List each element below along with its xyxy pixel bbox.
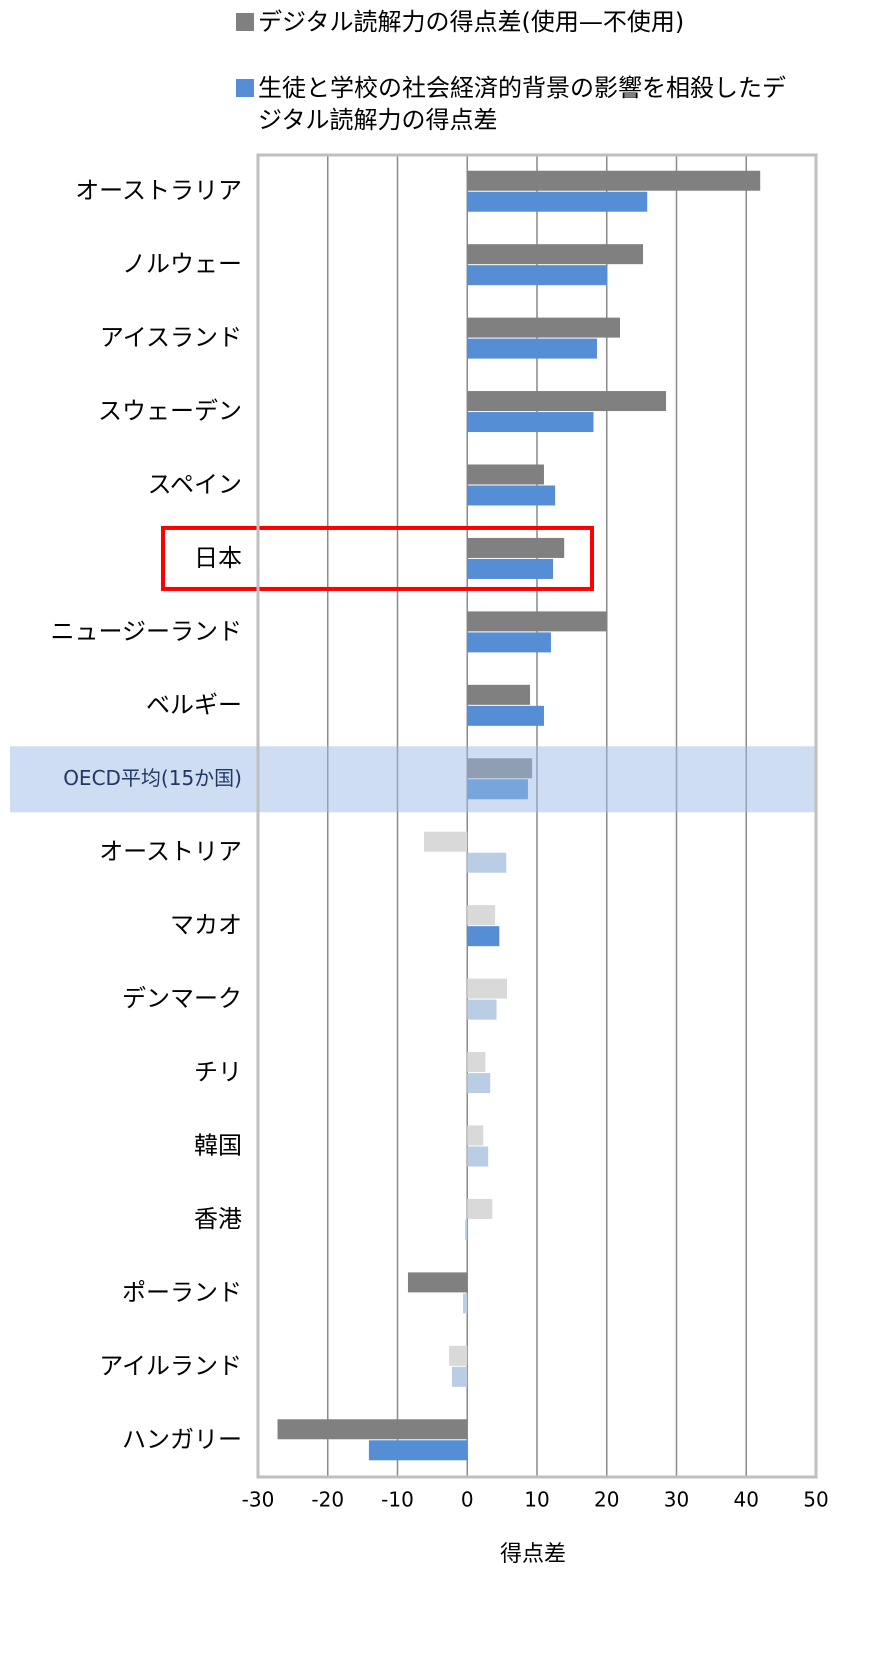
- bar: [467, 338, 597, 359]
- y-tick-label: チリ: [194, 1058, 242, 1086]
- x-tick-label: -20: [311, 1488, 344, 1512]
- y-tick-label: 日本: [194, 544, 242, 572]
- bar: [467, 537, 565, 558]
- bar: [424, 831, 468, 852]
- bar: [407, 1272, 468, 1293]
- bar: [467, 391, 667, 412]
- y-tick-label: オーストラリア: [75, 177, 242, 205]
- y-tick-label: ニュージーランド: [50, 617, 242, 645]
- x-tick-label: 30: [664, 1488, 689, 1512]
- x-tick-label: 50: [803, 1488, 828, 1512]
- bar: [368, 1440, 468, 1461]
- y-tick-label: アイルランド: [99, 1352, 242, 1380]
- bar: [467, 1125, 484, 1146]
- legend-label: デジタル読解力の得点差(使用—不使用): [258, 8, 685, 36]
- bar: [467, 1073, 491, 1094]
- bar: [463, 1293, 468, 1314]
- y-tick-label: スウェーデン: [98, 397, 242, 425]
- y-tick-label: オーストリア: [99, 838, 242, 866]
- bar: [449, 1345, 468, 1366]
- y-tick-label: 香港: [194, 1205, 242, 1233]
- bar: [467, 999, 497, 1020]
- legend-item: デジタル読解力の得点差(使用—不使用): [236, 6, 836, 38]
- bar: [467, 926, 500, 947]
- bar: [467, 558, 554, 579]
- x-tick-label: 10: [524, 1488, 549, 1512]
- y-tick-label: OECD平均(15か国): [63, 766, 242, 790]
- bar: [467, 265, 608, 286]
- bar: [467, 611, 608, 632]
- bar: [467, 464, 544, 485]
- bar: [467, 191, 648, 212]
- bar: [451, 1366, 468, 1387]
- bar: [467, 1146, 489, 1167]
- y-tick-label: ハンガリー: [122, 1425, 242, 1453]
- y-tick-label: アイスランド: [100, 324, 242, 352]
- bar: [467, 485, 556, 506]
- x-tick-label: -30: [242, 1488, 275, 1512]
- y-tick-label: ノルウェー: [122, 250, 242, 278]
- x-axis-label: 得点差: [500, 1542, 566, 1567]
- x-tick-label: -10: [381, 1488, 414, 1512]
- bar: [467, 978, 508, 999]
- bar: [467, 317, 621, 338]
- y-tick-label: スペイン: [148, 471, 242, 499]
- y-tick-label: デンマーク: [122, 985, 242, 1013]
- bar: [467, 412, 594, 433]
- bar: [467, 1052, 486, 1073]
- bar: [467, 684, 531, 705]
- x-tick-label: 0: [461, 1488, 474, 1512]
- bar: [467, 170, 761, 191]
- bar: [277, 1419, 468, 1440]
- x-tick-label: 20: [594, 1488, 619, 1512]
- legend-item: 生徒と学校の社会経済的背景の影響を相殺したデジタル読解力の得点差: [236, 72, 796, 136]
- bar: [465, 1219, 468, 1240]
- bar: [467, 1198, 493, 1219]
- y-tick-label: ポーランド: [122, 1278, 242, 1306]
- y-tick-label: ベルギー: [146, 691, 242, 719]
- bar: [467, 632, 551, 653]
- bar: [467, 852, 507, 873]
- bar: [467, 705, 544, 726]
- legend-swatch: [236, 13, 254, 31]
- legend-label: 生徒と学校の社会経済的背景の影響を相殺したデジタル読解力の得点差: [258, 74, 786, 134]
- y-tick-label: 韓国: [194, 1132, 242, 1160]
- legend-swatch: [236, 79, 254, 97]
- x-tick-label: 40: [734, 1488, 759, 1512]
- y-tick-label: マカオ: [170, 911, 242, 939]
- bar: [467, 244, 644, 265]
- highlight-box: [161, 525, 594, 591]
- highlight-band: [10, 746, 816, 813]
- bar: [467, 905, 496, 926]
- plot-border: [256, 153, 818, 1479]
